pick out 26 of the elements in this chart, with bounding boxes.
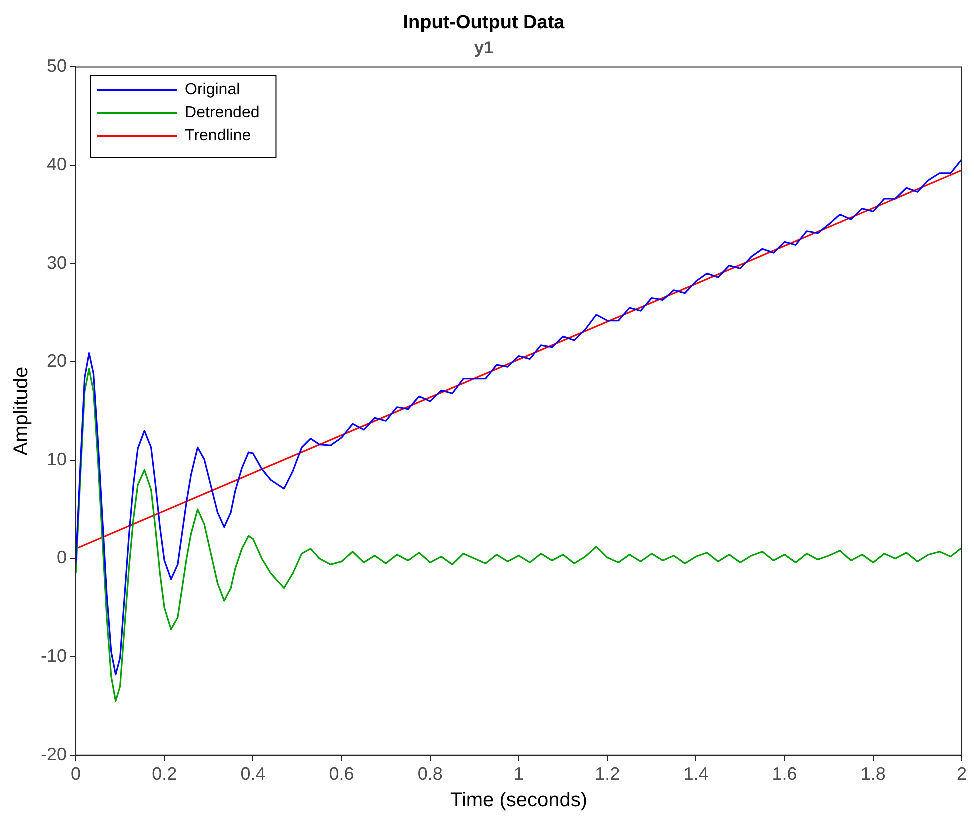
x-tick-label: 1 <box>514 764 524 784</box>
y-tick-label: 10 <box>46 449 68 470</box>
y-tick-label: -20 <box>41 744 68 764</box>
x-tick-label: 0.2 <box>152 764 178 784</box>
x-tick-label: 1.6 <box>772 764 798 784</box>
chart-subtitle: y1 <box>474 38 494 58</box>
legend-label: Original <box>185 82 240 99</box>
x-axis-title: Time (seconds) <box>450 790 588 812</box>
x-tick-label: 2 <box>956 764 968 784</box>
x-tick-label: 1.2 <box>595 764 620 784</box>
y-tick-label: 0 <box>57 548 68 568</box>
y-tick-label: 40 <box>46 154 68 174</box>
y-tick-label: 50 <box>46 56 68 76</box>
x-tick-label: 0 <box>71 764 82 784</box>
legend-label: Detrended <box>185 104 260 122</box>
x-tick-label: 0.6 <box>329 764 354 784</box>
x-tick-label: 1.4 <box>684 764 709 784</box>
x-tick-label: 0.8 <box>418 764 443 784</box>
y-tick-label: 30 <box>46 252 68 273</box>
x-tick-label: 1.8 <box>860 764 886 784</box>
x-tick-label: 0.4 <box>240 764 266 784</box>
chart-title: Input-Output Data <box>403 12 566 34</box>
legend-label: Trendline <box>185 128 252 145</box>
y-tick-label: 20 <box>46 351 68 372</box>
y-axis-title: Amplitude <box>10 366 33 456</box>
y-tick-label: -10 <box>41 646 68 666</box>
